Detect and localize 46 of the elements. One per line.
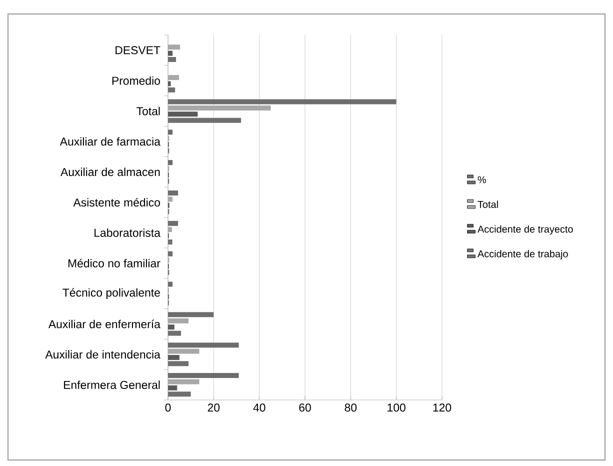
y-tick-label: Auxiliar de enfermería	[48, 320, 160, 328]
bar	[168, 312, 214, 318]
bar	[168, 385, 178, 390]
legend-label: Accidente de trayecto	[477, 225, 573, 235]
bar	[168, 240, 172, 245]
bar	[168, 361, 189, 366]
bar	[168, 220, 178, 226]
x-tick-label: 80	[344, 404, 357, 412]
bar	[168, 190, 178, 196]
bar	[168, 372, 239, 378]
y-tick-label: Auxiliar de intendencia	[45, 350, 160, 359]
x-tick-label: 120	[433, 404, 452, 412]
bar	[168, 251, 173, 256]
y-tick-label: Asistente médico	[73, 198, 160, 207]
x-tick-label: 0	[165, 404, 171, 412]
y-tick-label: Total	[136, 106, 160, 116]
bar	[168, 112, 198, 117]
legend-label: %	[478, 176, 486, 184]
x-tick-label: 20	[208, 404, 220, 412]
bar	[168, 282, 173, 287]
bar	[168, 330, 182, 336]
x-tick-label: 100	[388, 404, 406, 412]
y-tick-label: Auxiliar de almacen	[60, 168, 160, 176]
y-tick-label: Enfermera General	[64, 380, 160, 389]
bar	[168, 99, 396, 104]
y-tick-label: Médico no familiar	[68, 258, 160, 268]
x-tick-label: 40	[253, 404, 266, 412]
y-tick-label: Técnico polivalente	[62, 288, 160, 299]
bar	[168, 130, 173, 135]
bar	[168, 57, 176, 62]
bar	[168, 392, 191, 397]
bar	[168, 160, 173, 166]
bar	[168, 324, 174, 330]
legend-label: Accidente de trabajo	[477, 250, 568, 260]
x-tick-label: 60	[299, 404, 311, 412]
bar	[168, 354, 180, 360]
bar	[168, 50, 173, 56]
bar	[168, 87, 176, 92]
legend-label: Total	[478, 200, 498, 208]
bar	[168, 342, 239, 348]
bar	[168, 118, 242, 123]
bar	[168, 81, 171, 86]
y-tick-label: Laboratorista	[94, 228, 160, 237]
y-tick-label: Promedio	[112, 76, 160, 85]
y-tick-label: Auxiliar de farmacia	[60, 137, 160, 146]
y-tick-label: DESVET	[116, 46, 160, 54]
